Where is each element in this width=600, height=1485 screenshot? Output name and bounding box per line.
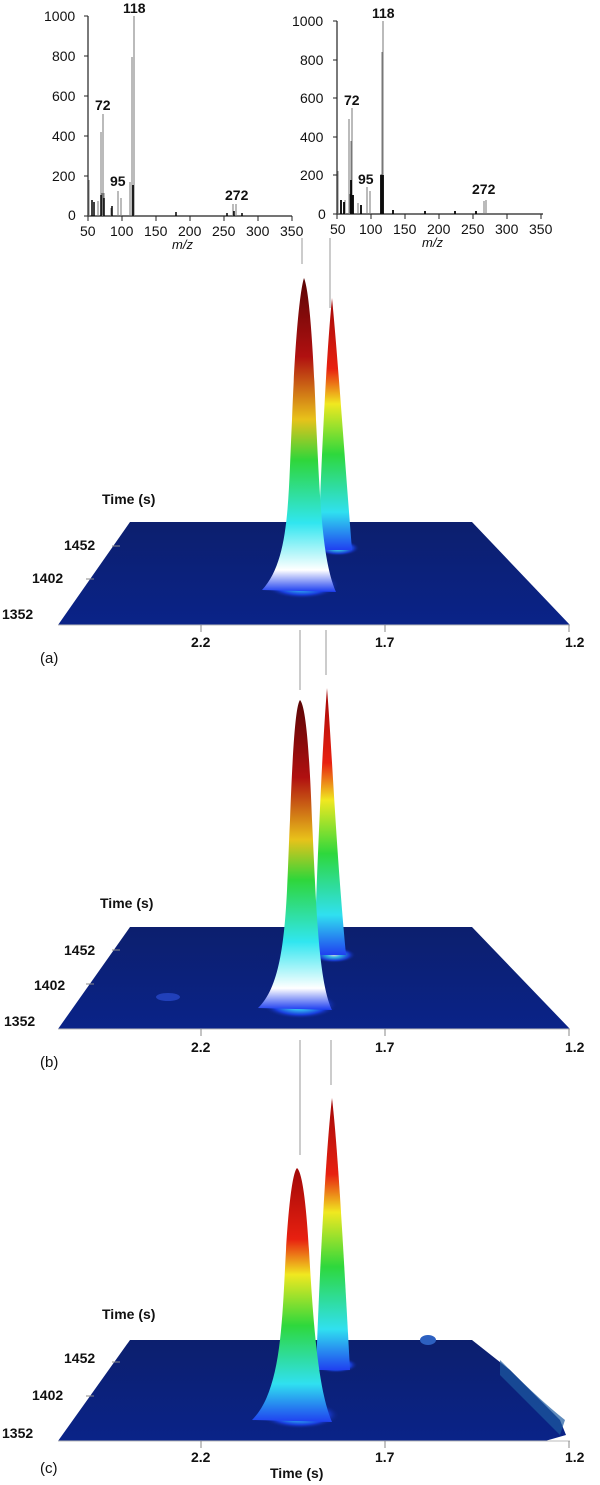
peak-label-95: 95	[110, 173, 126, 189]
x-tick: 200	[178, 223, 202, 239]
x-tick: 1.7	[375, 1039, 395, 1055]
y-tick: 600	[300, 90, 324, 106]
y-tick: 1402	[34, 977, 66, 993]
y-tick: 1352	[2, 1425, 34, 1441]
x-tick: 150	[144, 223, 168, 239]
y-tick: 200	[300, 167, 324, 183]
peak-label-272: 272	[225, 187, 249, 203]
y-tick: 400	[300, 129, 324, 145]
y-axis-title: Time (s)	[102, 1306, 156, 1322]
peak-label-272: 272	[472, 181, 496, 197]
mass-spectrum-right	[333, 20, 543, 219]
x-tick: 1.2	[565, 634, 585, 650]
y-tick: 1452	[64, 537, 96, 553]
x-tick: 2.2	[191, 634, 211, 650]
y-tick: 1452	[64, 942, 96, 958]
x-tick: 1.2	[565, 1449, 585, 1465]
panel-label-c: (c)	[40, 1460, 58, 1477]
mass-spectrum-left	[84, 15, 293, 221]
x-tick: 50	[80, 223, 96, 239]
y-axis-title: Time (s)	[100, 895, 154, 911]
panel-label-b: (b)	[40, 1054, 59, 1071]
peak-label-72: 72	[95, 97, 111, 113]
x-tick: 100	[359, 221, 383, 237]
x-tick: 300	[495, 221, 519, 237]
x-tick: 350	[529, 221, 553, 237]
y-tick: 800	[300, 52, 324, 68]
x-tick: 2.2	[191, 1449, 211, 1465]
y-tick: 1352	[4, 1013, 36, 1029]
x-tick: 50	[330, 221, 346, 237]
y-tick: 1000	[44, 8, 76, 24]
x-tick: 100	[110, 223, 134, 239]
surface-plot-b	[58, 688, 570, 1036]
connector-lines	[299, 238, 332, 1155]
x-axis-title: Time (s)	[270, 1465, 324, 1481]
x-tick: 300	[246, 223, 270, 239]
x-tick: 350	[280, 223, 304, 239]
y-axis-title: Time (s)	[102, 491, 156, 507]
peak-label-118: 118	[123, 0, 146, 16]
x-tick: 150	[393, 221, 417, 237]
y-tick: 1452	[64, 1350, 96, 1366]
y-tick: 800	[52, 48, 76, 64]
y-tick: 200	[52, 168, 76, 184]
peak-label-72: 72	[344, 92, 360, 108]
y-tick: 400	[52, 128, 76, 144]
x-tick: 250	[461, 221, 485, 237]
peak-label-95: 95	[358, 171, 374, 187]
x-axis-title: m/z	[172, 237, 193, 252]
x-tick: 1.7	[375, 634, 395, 650]
peak-label-118: 118	[372, 5, 395, 21]
y-tick: 1402	[32, 570, 64, 586]
x-tick: 2.2	[191, 1039, 211, 1055]
y-tick: 600	[52, 88, 76, 104]
surface-plot-a	[58, 278, 570, 632]
x-tick: 200	[427, 221, 451, 237]
x-axis-title: m/z	[422, 235, 443, 250]
y-tick: 0	[318, 206, 326, 222]
surface-plot-c	[58, 1098, 570, 1448]
x-tick: 1.7	[375, 1449, 395, 1465]
x-tick: 250	[212, 223, 236, 239]
panel-label-a: (a)	[40, 650, 59, 667]
y-tick: 1402	[32, 1387, 64, 1403]
x-tick: 1.2	[565, 1039, 585, 1055]
y-tick: 1000	[292, 13, 324, 29]
y-tick: 0	[68, 207, 76, 223]
y-tick: 1352	[2, 606, 34, 622]
